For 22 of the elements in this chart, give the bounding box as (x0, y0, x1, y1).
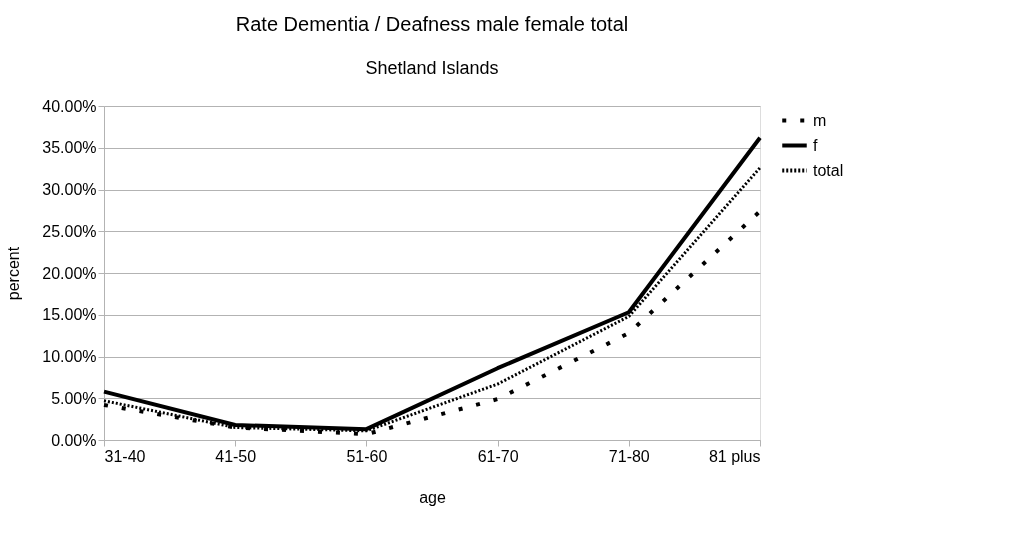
y-tick-label: 0.00% (51, 431, 97, 449)
x-tick-label: 61-70 (477, 447, 519, 465)
y-tick-label: 40.00% (42, 97, 97, 115)
legend-label: total (813, 161, 844, 179)
y-tick-label: 15.00% (42, 306, 97, 324)
y-tick-label: 35.00% (42, 139, 97, 157)
chart-subtitle: Shetland Islands (365, 58, 499, 78)
x-tick-label: 81 plus (708, 447, 761, 465)
y-tick-label: 5.00% (51, 389, 97, 407)
y-tick-label: 30.00% (42, 181, 97, 198)
x-tick-label: 51-60 (346, 447, 388, 465)
chart-title: Rate Dementia / Deafness male female total (235, 13, 629, 35)
x-axis-title: age (419, 488, 446, 506)
y-axis-title: percent (5, 246, 23, 301)
x-tick-label: 31-40 (104, 447, 146, 465)
y-tick-label: 10.00% (42, 348, 97, 365)
legend-label: m (813, 111, 827, 129)
x-tick-label: 41-50 (215, 447, 257, 465)
y-tick-label: 20.00% (42, 264, 97, 282)
legend-label: f (813, 136, 818, 154)
y-tick-label: 25.00% (42, 222, 97, 240)
x-tick-label: 71-80 (608, 447, 650, 465)
